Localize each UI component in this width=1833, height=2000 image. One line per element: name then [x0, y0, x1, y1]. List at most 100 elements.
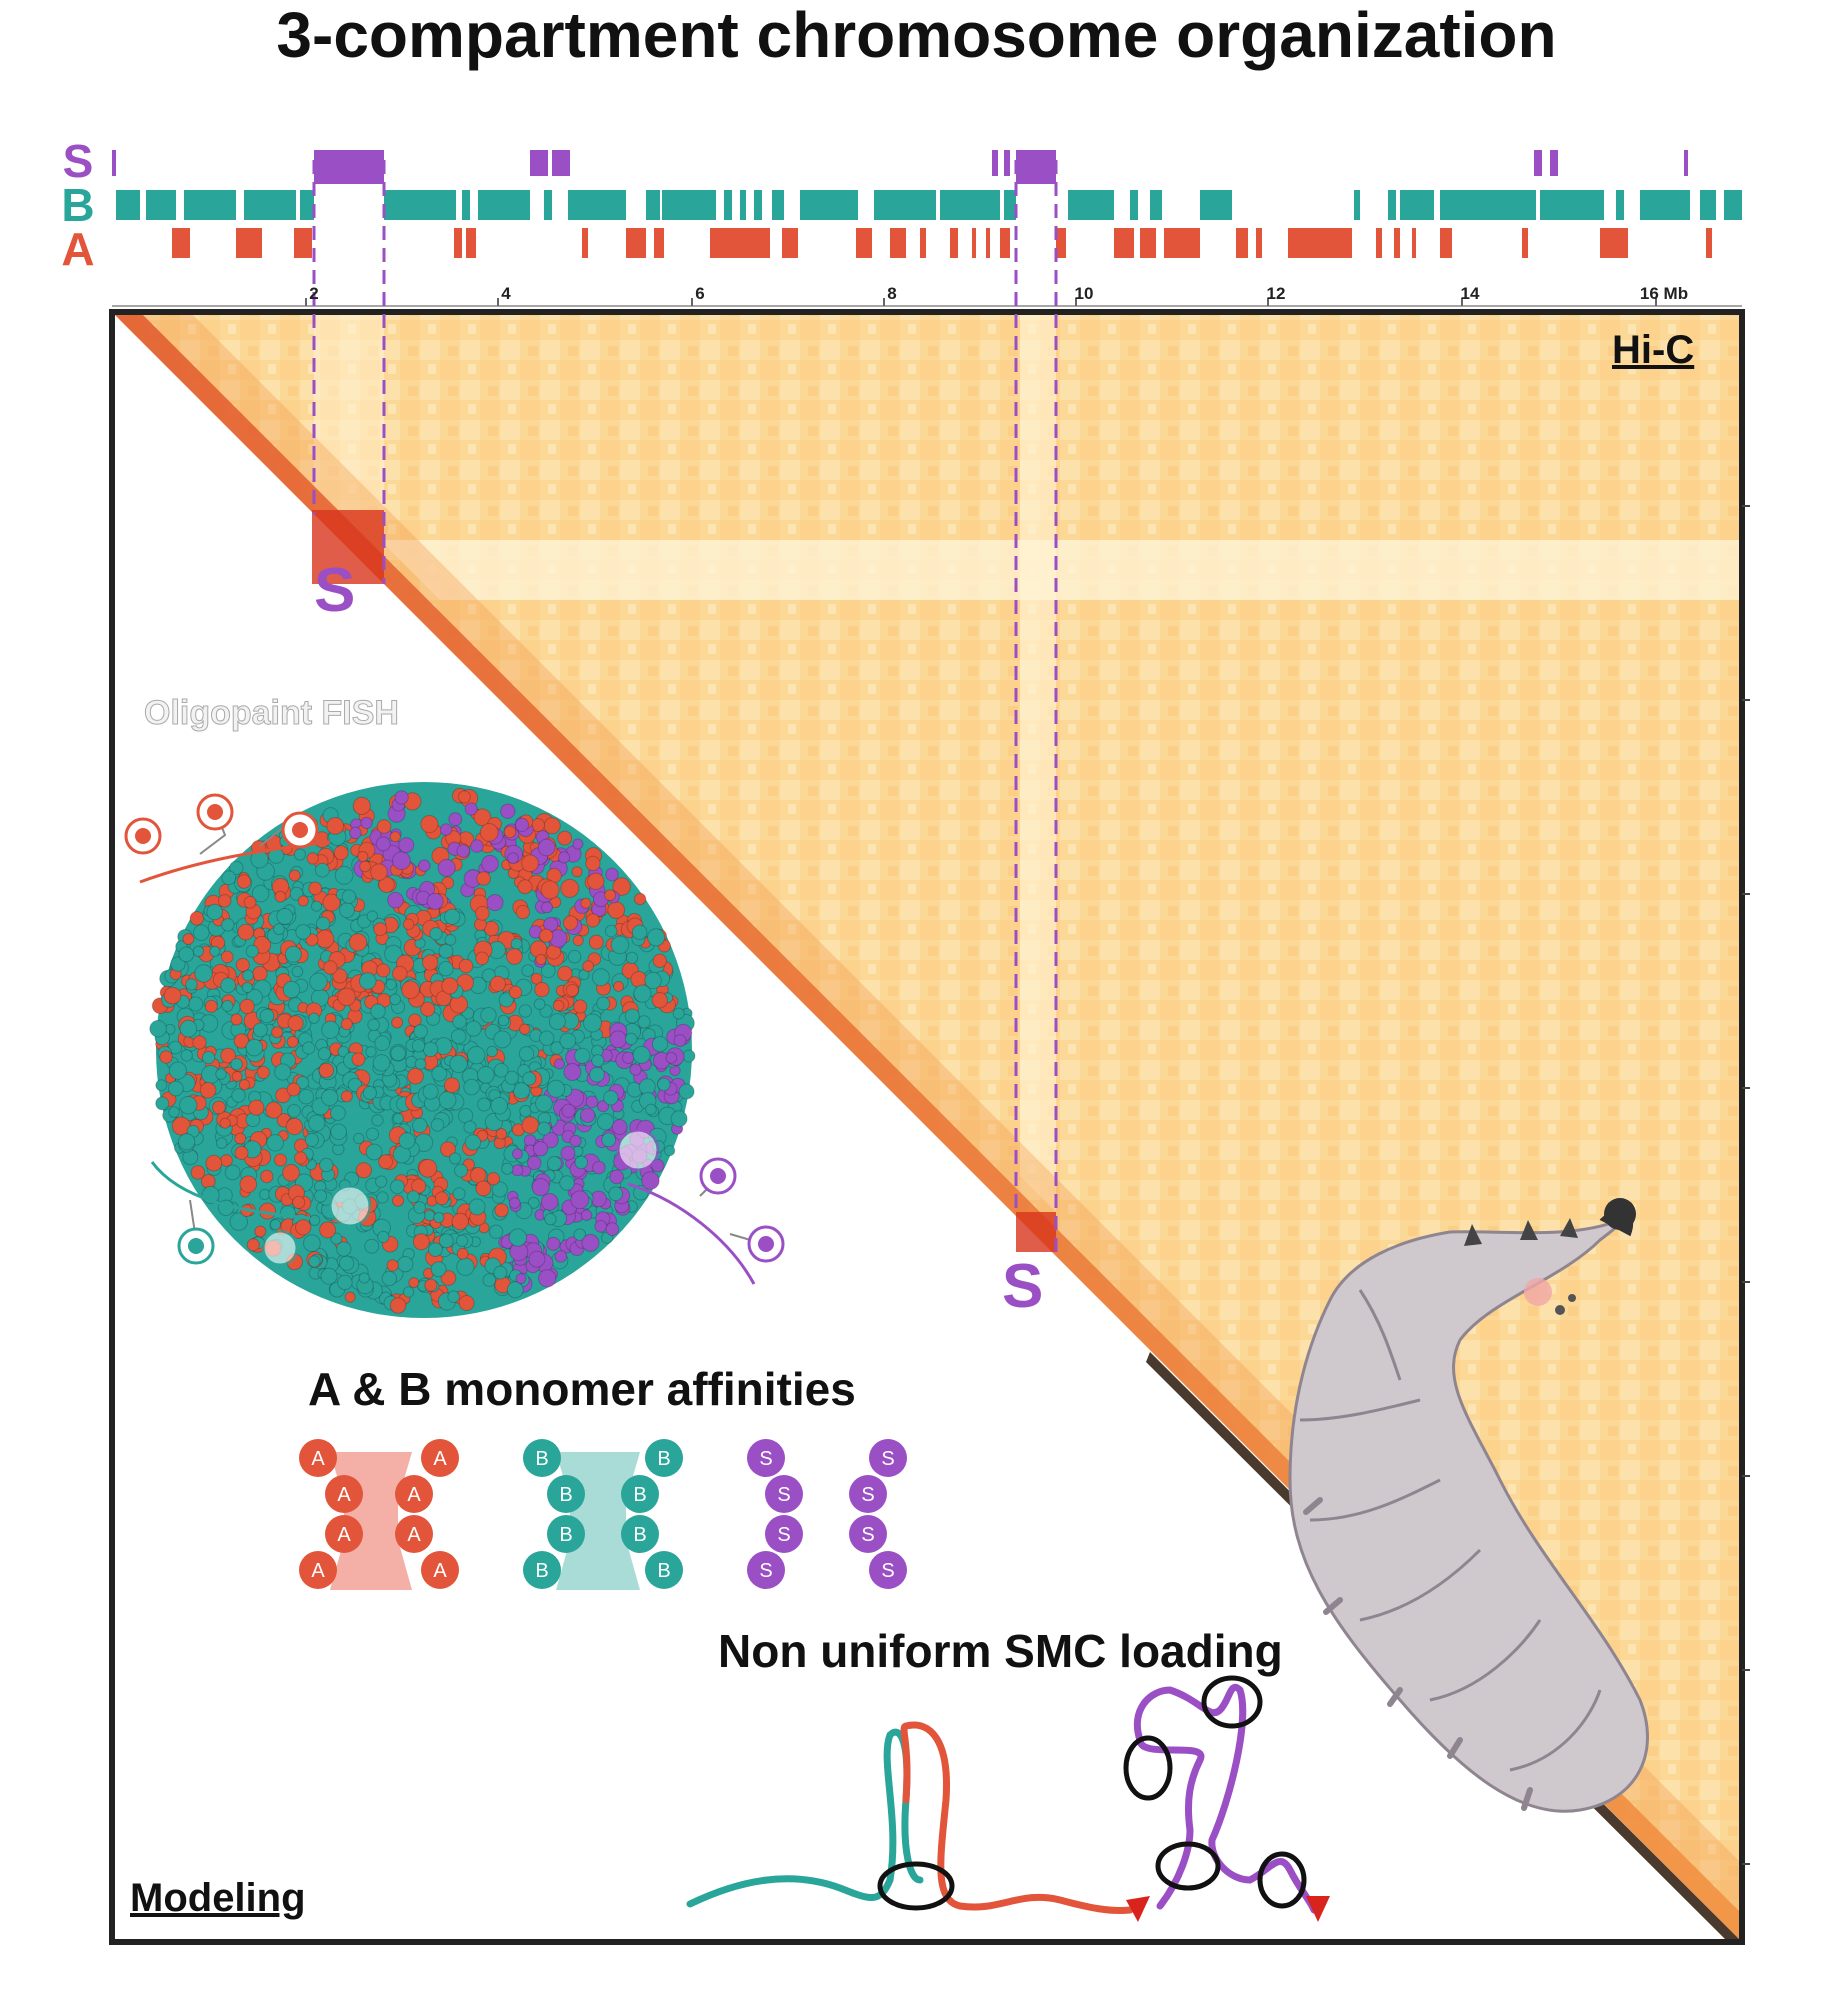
track-a-segment: [454, 228, 462, 258]
track-a-segment: [172, 228, 190, 258]
track-b-segment: [568, 190, 626, 220]
track-s-segment: [1016, 150, 1056, 176]
modeling-label: Modeling: [130, 1876, 306, 1920]
s-marker-1: S: [314, 556, 356, 625]
smc-loops: [686, 1675, 1330, 1922]
track-label-s: S: [62, 135, 94, 187]
track-b-segment: [1068, 190, 1114, 220]
track-a-segment: [1000, 228, 1010, 258]
track-b-segment: [184, 190, 236, 220]
track-b-segment: [462, 190, 470, 220]
hic-light-band: [380, 540, 1742, 600]
track-b-segment: [116, 190, 140, 220]
svg-text:S: S: [861, 1524, 874, 1546]
track-s-segment: [112, 150, 116, 176]
track-b-segment: [244, 190, 296, 220]
s-dashed-guides: [312, 160, 1058, 1256]
track-s-segment: [552, 150, 570, 176]
svg-text:B: B: [559, 1524, 572, 1546]
track-a-segment: [1412, 228, 1416, 258]
axis-tick-label: 10: [1074, 284, 1094, 303]
axis-tick-label: 16 Mb: [1639, 284, 1689, 303]
track-b-segment: [662, 190, 716, 220]
track-b-segment: [1700, 190, 1716, 220]
svg-text:A: A: [407, 1484, 421, 1506]
svg-text:B: B: [535, 1560, 548, 1582]
track-b-segment: [1004, 190, 1016, 220]
track-b-segment: [940, 190, 1000, 220]
svg-text:A: A: [337, 1484, 351, 1506]
track-a-segment: [1394, 228, 1400, 258]
track-s-segment: [314, 150, 384, 176]
svg-text:B: B: [657, 1560, 670, 1582]
track-a-segment: [1376, 228, 1382, 258]
track-a-segment: [1706, 228, 1712, 258]
axis-tick-label: 12: [1266, 284, 1286, 303]
track-b-segment: [724, 190, 732, 220]
svg-text:A: A: [311, 1560, 325, 1582]
track-b-segment: [800, 190, 858, 220]
track-a-segment: [1056, 228, 1066, 258]
track-a-segment: [972, 228, 976, 258]
track-a-segment: [1114, 228, 1134, 258]
svg-text:B: B: [633, 1524, 646, 1546]
svg-text:S: S: [777, 1524, 790, 1546]
track-b-segment: [1200, 190, 1232, 220]
track-a-segment: [466, 228, 476, 258]
track-b-segment: [1130, 190, 1138, 220]
track-b-segment: [1724, 190, 1742, 220]
track-a-segment: [1140, 228, 1156, 258]
track-s-segment: [1016, 176, 1056, 184]
track-a-segment: [782, 228, 798, 258]
oligopaint-fish-label: Oligopaint FISH: [144, 694, 400, 733]
track-a-segment: [582, 228, 588, 258]
track-s-segment: [992, 150, 998, 176]
track-a-segment: [710, 228, 770, 258]
hic-light-vband: [1020, 312, 1056, 1212]
svg-text:A: A: [311, 1448, 325, 1470]
track-a-segment: [236, 228, 262, 258]
svg-text:A: A: [433, 1560, 447, 1582]
compartment-track-b: [116, 190, 1742, 220]
smc-loading-label: Non uniform SMC loading: [718, 1625, 1283, 1677]
svg-text:S: S: [759, 1560, 772, 1582]
track-b-segment: [1640, 190, 1690, 220]
track-b-segment: [146, 190, 176, 220]
track-a-segment: [1256, 228, 1262, 258]
axis-tick-label: 6: [695, 284, 705, 303]
svg-text:S: S: [777, 1484, 790, 1506]
track-a-segment: [986, 228, 990, 258]
track-label-b: B: [61, 179, 95, 231]
track-s-segment: [1534, 150, 1542, 176]
svg-text:A: A: [433, 1448, 447, 1470]
svg-text:B: B: [559, 1484, 572, 1506]
track-a-segment: [856, 228, 872, 258]
compartment-track-a: [172, 228, 1712, 258]
fish-sphere: [149, 782, 696, 1318]
track-b-segment: [300, 190, 314, 220]
axis-tick-label: 4: [501, 284, 511, 303]
track-s-segment: [1684, 150, 1688, 176]
svg-text:A: A: [337, 1524, 351, 1546]
track-a-segment: [890, 228, 906, 258]
svg-text:B: B: [633, 1484, 646, 1506]
track-s-segment: [1004, 150, 1010, 176]
svg-text:A: A: [407, 1524, 421, 1546]
svg-text:S: S: [881, 1448, 894, 1470]
track-b-segment: [1388, 190, 1396, 220]
svg-text:B: B: [657, 1448, 670, 1470]
track-a-segment: [1600, 228, 1628, 258]
track-b-segment: [384, 190, 456, 220]
svg-text:S: S: [759, 1448, 772, 1470]
figure-title: 3-compartment chromosome organization: [276, 0, 1557, 71]
fish-probes: [124, 793, 785, 1285]
track-a-segment: [294, 228, 312, 258]
track-a-segment: [626, 228, 646, 258]
hic-frame: [109, 309, 1745, 1945]
track-label-a: A: [61, 223, 95, 275]
axis-tick-marks: [305, 298, 1657, 306]
track-b-segment: [874, 190, 936, 220]
axis-tick-label: 2: [309, 284, 319, 303]
